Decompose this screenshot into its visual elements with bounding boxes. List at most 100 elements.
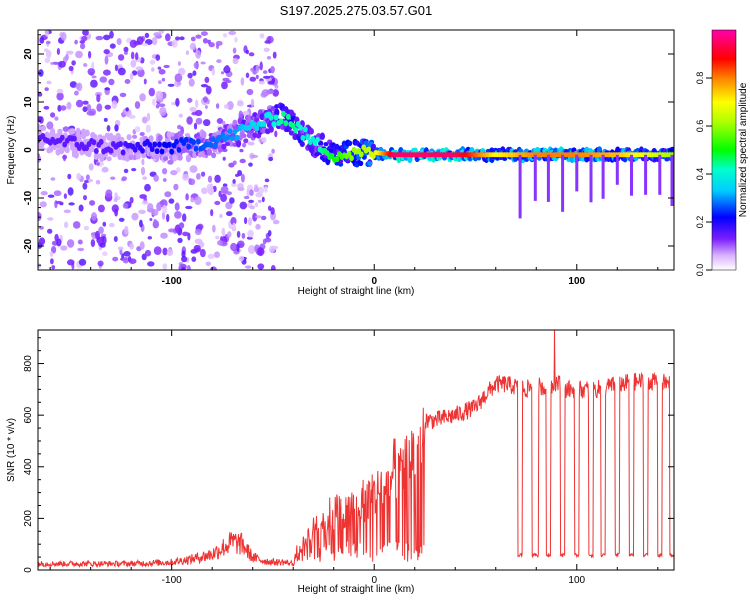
spectrogram-ytick-label: -10 (23, 190, 34, 205)
ridge-halo (201, 131, 207, 139)
noise-blob (147, 203, 154, 212)
noise-blob (249, 189, 254, 197)
noise-blob (165, 33, 171, 42)
dropout-streak (575, 154, 579, 192)
noise-blob (122, 256, 130, 264)
noise-blob (229, 197, 235, 204)
noise-blob (50, 177, 56, 181)
noise-blob (262, 70, 268, 74)
noise-blob (186, 98, 193, 103)
noise-blob (124, 79, 131, 84)
noise-blob (104, 104, 112, 110)
ridge-halo (70, 128, 76, 135)
noise-blob (193, 62, 199, 69)
noise-blob (173, 183, 179, 191)
ridge-halo (172, 153, 178, 162)
noise-blob (142, 43, 149, 47)
noise-blob (202, 38, 208, 44)
noise-blob (250, 154, 259, 158)
spectrogram-xlabel: Height of straight line (km) (298, 286, 415, 297)
noise-blob (145, 124, 151, 133)
noise-blob (215, 103, 220, 109)
ridge-cell (174, 138, 179, 145)
noise-blob (66, 239, 75, 248)
noise-blob (40, 191, 48, 196)
noise-blob (263, 47, 270, 52)
noise-blob (67, 259, 75, 266)
noise-blob (82, 30, 89, 36)
noise-blob (271, 148, 275, 154)
noise-blob (47, 228, 53, 234)
noise-blob (189, 42, 197, 51)
noise-blob (214, 251, 220, 258)
ridge-halo (241, 133, 247, 138)
noise-blob (245, 49, 249, 55)
ridge-halo (84, 129, 90, 137)
ridge-halo (177, 154, 183, 161)
noise-blob (181, 255, 188, 263)
noise-blob (270, 66, 275, 74)
noise-blob (131, 70, 138, 76)
noise-blob (249, 76, 257, 82)
noise-blob (208, 42, 215, 48)
noise-blob (38, 92, 43, 97)
noise-blob (160, 232, 168, 239)
noise-blob (227, 231, 232, 238)
noise-blob (99, 242, 106, 248)
ridge-cell (140, 147, 145, 154)
noise-blob (194, 196, 202, 206)
noise-blob (212, 224, 216, 233)
noise-blob (78, 258, 87, 266)
noise-blob (96, 94, 101, 103)
noise-blob (258, 80, 265, 85)
ridge-cell (166, 141, 172, 148)
noise-blob (161, 77, 166, 82)
noise-blob (168, 228, 176, 233)
snr-ytick-label: 0 (23, 567, 34, 573)
spectrogram-plot (38, 30, 674, 270)
noise-blob (140, 166, 146, 176)
noise-blob (131, 212, 139, 221)
noise-blob (162, 247, 168, 256)
noise-blob (178, 67, 186, 76)
noise-blob (179, 36, 185, 41)
noise-blob (272, 219, 280, 225)
noise-blob (119, 92, 127, 98)
noise-blob (108, 78, 115, 86)
ridge-cell (261, 120, 267, 127)
noise-blob (193, 122, 198, 130)
noise-blob (90, 239, 96, 248)
noise-blob (91, 61, 95, 70)
noise-blob (45, 30, 49, 37)
noise-blob (96, 162, 100, 166)
ridge-cell (210, 136, 216, 143)
noise-blob (97, 260, 104, 267)
ridge-cell (281, 110, 286, 117)
noise-blob (214, 174, 221, 183)
noise-blob (234, 36, 238, 43)
noise-blob (103, 117, 108, 122)
noise-blob (158, 103, 166, 107)
noise-blob (141, 158, 145, 166)
noise-blob (130, 60, 137, 68)
noise-blob (45, 40, 51, 45)
noise-blob (95, 179, 101, 185)
noise-blob (85, 174, 90, 181)
ridge-cell (59, 134, 65, 141)
noise-blob (238, 110, 243, 119)
noise-blob (266, 56, 272, 60)
noise-blob (243, 195, 250, 200)
ridge-halo (292, 134, 298, 141)
ridge-cell (346, 150, 352, 157)
ridge-cell (196, 138, 201, 145)
spectrogram-ytick-label: 20 (23, 48, 34, 60)
noise-blob (56, 48, 61, 55)
dropout-streak (518, 154, 522, 219)
noise-blob (225, 80, 232, 83)
noise-blob (38, 263, 42, 269)
noise-blob (255, 223, 261, 230)
ridge-cell (285, 113, 291, 120)
ridge-cell (108, 147, 114, 154)
noise-blob (64, 221, 69, 229)
noise-blob (204, 76, 210, 83)
